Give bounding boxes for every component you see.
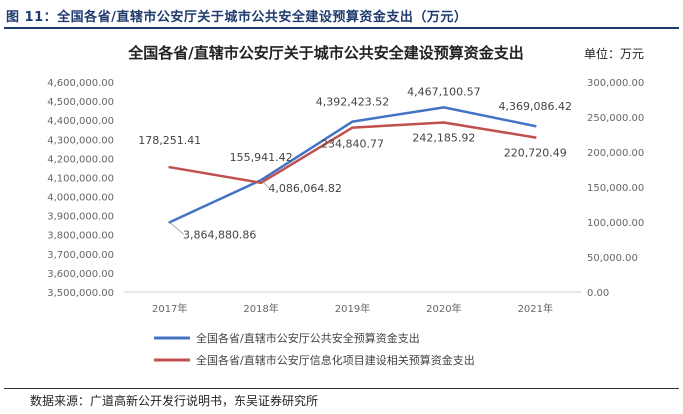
y-right-tick-label: 100,000.00 bbox=[587, 218, 644, 229]
data-label-series-2: 234,840.77 bbox=[321, 138, 384, 151]
x-tick-label: 2017年 bbox=[152, 302, 187, 315]
y-left-tick-label: 4,500,000.00 bbox=[47, 97, 114, 108]
y-left-tick-label: 3,900,000.00 bbox=[47, 212, 114, 223]
y-right-tick-label: 0.00 bbox=[587, 288, 609, 299]
data-label-series-1: 4,086,064.82 bbox=[268, 182, 341, 195]
data-point-series-2 bbox=[534, 136, 537, 139]
y-right-tick-label: 200,000.00 bbox=[587, 148, 644, 159]
y-left-tick-label: 4,200,000.00 bbox=[47, 154, 114, 165]
data-label-series-1: 4,467,100.57 bbox=[407, 85, 480, 98]
data-point-series-2 bbox=[259, 181, 263, 185]
data-label-series-2: 220,720.49 bbox=[504, 146, 567, 159]
chart-title: 全国各省/直辖市公安厅关于城市公共安全建设预算资金支出 bbox=[127, 44, 523, 62]
x-tick-label: 2019年 bbox=[335, 302, 370, 315]
y-left-tick-label: 4,400,000.00 bbox=[47, 116, 114, 127]
y-right-tick-label: 50,000.00 bbox=[587, 253, 638, 264]
data-label-leader bbox=[260, 179, 270, 189]
data-label-series-1: 4,392,423.52 bbox=[316, 96, 389, 109]
y-right-tick-label: 150,000.00 bbox=[587, 183, 644, 194]
x-tick-label: 2021年 bbox=[518, 302, 553, 315]
data-label-series-2: 155,941.42 bbox=[230, 151, 293, 164]
data-point-series-1 bbox=[442, 106, 446, 109]
y-left-tick-label: 3,800,000.00 bbox=[47, 231, 114, 242]
data-point-series-1 bbox=[534, 124, 537, 128]
y-left-tick-label: 4,000,000.00 bbox=[47, 193, 114, 204]
data-label-series-1: 3,864,880.86 bbox=[183, 228, 256, 241]
y-left-tick-label: 3,600,000.00 bbox=[47, 269, 114, 280]
chart-container: 全国各省/直辖市公安厅关于城市公共安全建设预算资金支出 单位：万元 3,500,00… bbox=[4, 30, 679, 388]
unit-label: 单位：万元 bbox=[584, 46, 644, 61]
data-point-series-2 bbox=[442, 121, 446, 124]
data-label-leader bbox=[169, 222, 184, 235]
y-left-tick-label: 4,600,000.00 bbox=[47, 78, 114, 89]
y-left-tick-label: 3,500,000.00 bbox=[47, 288, 114, 299]
data-label-series-1: 4,369,086.42 bbox=[499, 100, 572, 113]
y-left-tick-label: 4,100,000.00 bbox=[47, 173, 114, 184]
series-line-2 bbox=[168, 121, 537, 185]
data-point-series-2 bbox=[168, 166, 171, 169]
series-line-1 bbox=[168, 106, 537, 224]
y-left-tick-label: 4,300,000.00 bbox=[47, 135, 114, 146]
y-right-tick-label: 300,000.00 bbox=[587, 78, 644, 89]
legend-label-2: 全国各省/直辖市公安厅信息化项目建设相关预算资金支出 bbox=[196, 353, 475, 367]
y-left-tick-label: 3,700,000.00 bbox=[47, 250, 114, 261]
data-point-series-1 bbox=[351, 120, 354, 123]
data-label-series-2: 242,185.92 bbox=[412, 131, 475, 144]
line-chart: 全国各省/直辖市公安厅关于城市公共安全建设预算资金支出 单位：万元 3,500,00… bbox=[47, 44, 644, 367]
data-source-note: 数据来源：广道高新公开发行说明书，东吴证券研究所 bbox=[30, 394, 319, 408]
figure-title: 图 11：全国各省/直辖市公安厅关于城市公共安全建设预算资金支出（万元） bbox=[6, 10, 468, 25]
y-right-tick-label: 250,000.00 bbox=[587, 113, 644, 124]
x-tick-label: 2018年 bbox=[243, 302, 278, 315]
data-label-series-2: 178,251.41 bbox=[138, 134, 201, 147]
legend-label-1: 全国各省/直辖市公安厅公共安全预算资金支出 bbox=[196, 331, 420, 345]
x-tick-label: 2020年 bbox=[426, 302, 461, 315]
data-point-series-2 bbox=[351, 126, 354, 129]
title-divider bbox=[4, 27, 679, 29]
bottom-divider bbox=[4, 388, 679, 389]
